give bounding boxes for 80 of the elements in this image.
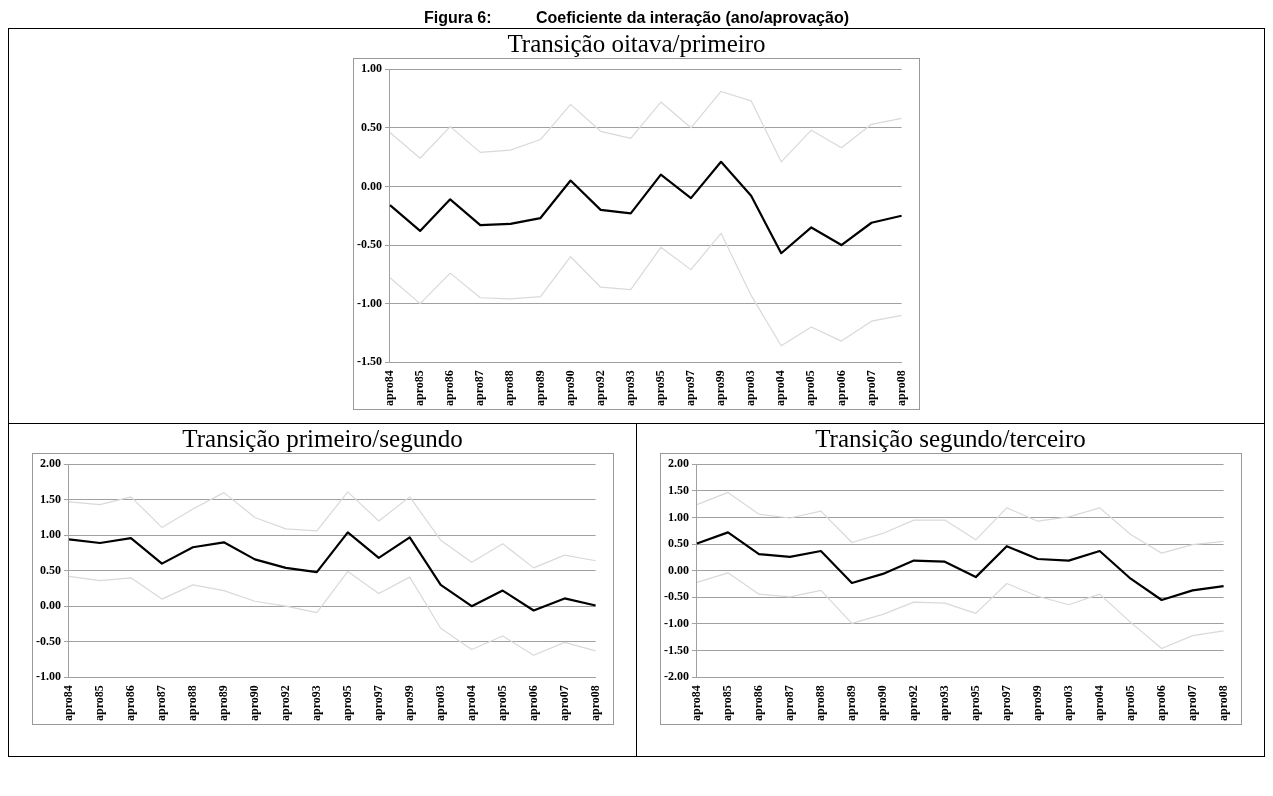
x-tick-label: apro05 [803,370,818,407]
x-tick-label: apro08 [893,370,908,407]
x-tick-label: apro88 [812,685,827,722]
x-tick-label: apro97 [370,685,385,722]
x-tick-label: apro84 [60,685,75,722]
chart-title: Transição primeiro/segundo [181,425,464,453]
x-tick-label: apro03 [1060,685,1075,722]
y-tick-label: -0.50 [35,633,61,648]
x-tick-label: apro90 [562,370,577,407]
x-tick-label: apro06 [833,370,848,407]
x-tick-label: apro87 [472,370,487,407]
x-tick-label: apro93 [622,370,637,407]
x-tick-label: apro99 [713,370,728,407]
x-tick-label: apro95 [339,685,354,722]
y-tick-label: 1.00 [39,527,61,542]
y-tick-label: 2.00 [667,456,689,471]
x-tick-label: apro05 [1122,685,1137,722]
y-tick-label: 0.50 [667,536,689,551]
x-tick-label: apro90 [874,685,889,722]
x-tick-label: apro97 [683,370,698,407]
x-tick-label: apro03 [432,685,447,722]
x-tick-label: apro95 [652,370,667,407]
x-tick-label: apro04 [463,685,478,722]
x-tick-label: apro92 [592,370,607,407]
x-tick-label: apro85 [719,685,734,722]
y-tick-label: -2.00 [663,669,689,684]
x-tick-label: apro86 [442,370,457,407]
x-tick-label: apro95 [967,685,982,722]
x-tick-label: apro08 [1215,685,1230,722]
x-tick-label: apro07 [863,370,878,407]
x-tick-label: apro99 [1029,685,1044,722]
y-tick-label: 0.00 [667,562,689,577]
x-tick-label: apro07 [556,685,571,722]
y-tick-label: 2.00 [39,456,61,471]
y-tick-label: -1.00 [35,669,61,684]
x-tick-label: apro86 [750,685,765,722]
y-tick-label: 0.00 [361,178,382,193]
x-tick-label: apro89 [215,685,230,722]
x-tick-label: apro06 [525,685,540,722]
y-tick-label: 0.00 [39,598,61,613]
x-tick-label: apro85 [412,370,427,407]
chart-title: Transição segundo/terceiro [814,425,1087,453]
x-tick-label: apro04 [773,370,788,407]
x-tick-label: apro93 [936,685,951,722]
x-tick-label: apro88 [184,685,199,722]
x-tick-label: apro92 [277,685,292,722]
x-tick-label: apro87 [781,685,796,722]
text: Figura 6: Coeficiente da interação (ano/aprovação) [423,8,850,28]
y-tick-label: -1.00 [357,295,382,310]
y-tick-label: -1.00 [663,616,689,631]
chart-title: Transição oitava/primeiro [506,30,767,58]
x-tick-label: apro89 [532,370,547,407]
y-tick-label: 1.50 [39,491,61,506]
x-tick-label: apro07 [1184,685,1199,722]
x-tick-label: apro85 [91,685,106,722]
x-tick-label: apro06 [1153,685,1168,722]
y-tick-label: -1.50 [663,642,689,657]
y-tick-label: 1.00 [361,61,382,76]
x-tick-label: apro86 [122,685,137,722]
y-tick-label: 0.50 [39,562,61,577]
x-tick-label: apro08 [587,685,602,722]
x-tick-label: apro04 [1091,685,1106,722]
y-tick-label: -0.50 [357,237,382,252]
x-tick-label: apro05 [494,685,509,722]
x-tick-label: apro93 [308,685,323,722]
y-tick-label: -0.50 [663,589,689,604]
x-tick-label: apro99 [401,685,416,722]
x-tick-label: apro03 [743,370,758,407]
x-tick-label: apro84 [382,370,397,407]
x-tick-label: apro89 [843,685,858,722]
x-tick-label: apro84 [688,685,703,722]
y-tick-label: 1.50 [667,482,689,497]
y-tick-label: 1.00 [667,509,689,524]
x-tick-label: apro87 [153,685,168,722]
x-tick-label: apro88 [502,370,517,407]
x-tick-label: apro90 [246,685,261,722]
x-tick-label: apro97 [998,685,1013,722]
y-tick-label: 0.50 [361,119,382,134]
x-tick-label: apro92 [905,685,920,722]
y-tick-label: -1.50 [357,354,382,369]
